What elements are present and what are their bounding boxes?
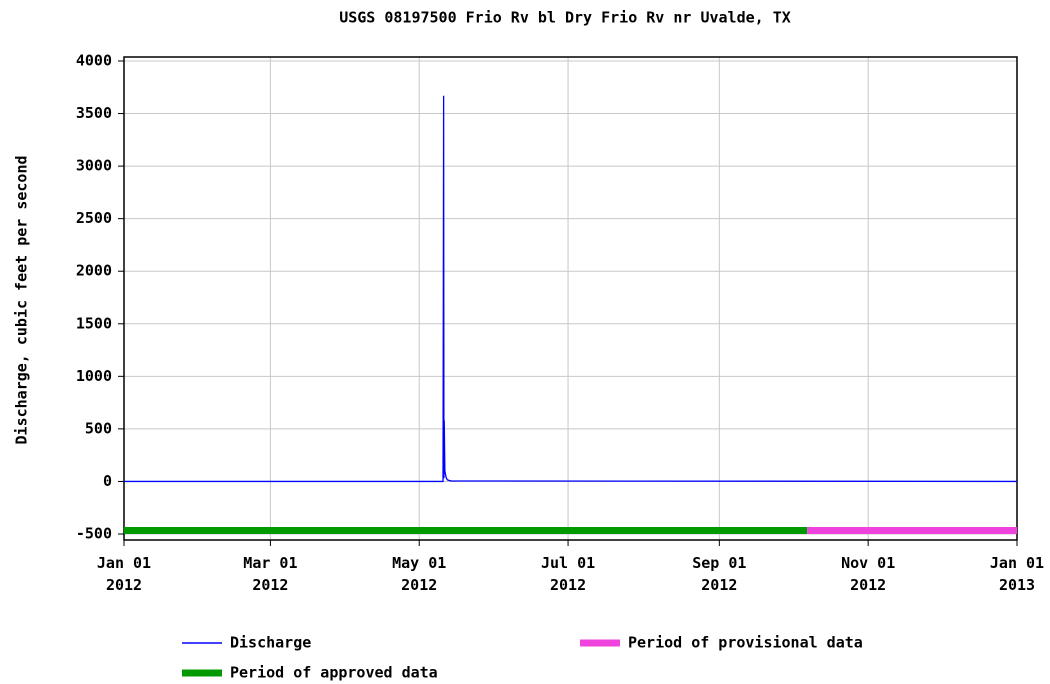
y-tick-label: 1000 xyxy=(76,367,112,385)
x-tick-label: Jul 01 2012 xyxy=(540,554,596,594)
data-line xyxy=(124,95,1018,483)
period-bar xyxy=(124,527,808,534)
y-tick-label: 2500 xyxy=(76,209,112,227)
y-tick-label: 1500 xyxy=(76,314,112,332)
y-axis-label: Discharge, cubic feet per second xyxy=(13,156,31,445)
x-tick-label: Mar 01 2012 xyxy=(243,554,298,594)
y-tick-label: 0 xyxy=(103,472,112,490)
x-tick-label: Jan 01 2012 xyxy=(96,554,152,594)
legend-label: Period of approved data xyxy=(230,664,438,682)
x-tick-label: Sep 01 2012 xyxy=(692,554,747,594)
x-tick-label: Nov 01 2012 xyxy=(841,554,896,594)
y-tick-label: 4000 xyxy=(76,52,112,70)
legend-label: Period of provisional data xyxy=(628,634,863,652)
legend-label: Discharge xyxy=(230,634,311,652)
y-tick-label: -500 xyxy=(76,525,112,543)
plot-frame xyxy=(123,56,1018,541)
x-tick-label: Jan 01 2013 xyxy=(989,554,1045,594)
chart-title: USGS 08197500 Frio Rv bl Dry Frio Rv nr … xyxy=(339,9,791,27)
period-bar xyxy=(807,527,1017,534)
y-tick-label: 3500 xyxy=(76,104,112,122)
y-tick-label: 500 xyxy=(85,419,112,437)
x-tick-label: May 01 2012 xyxy=(392,554,447,594)
y-tick-label: 2000 xyxy=(76,262,112,280)
y-tick-label: 3000 xyxy=(76,157,112,175)
